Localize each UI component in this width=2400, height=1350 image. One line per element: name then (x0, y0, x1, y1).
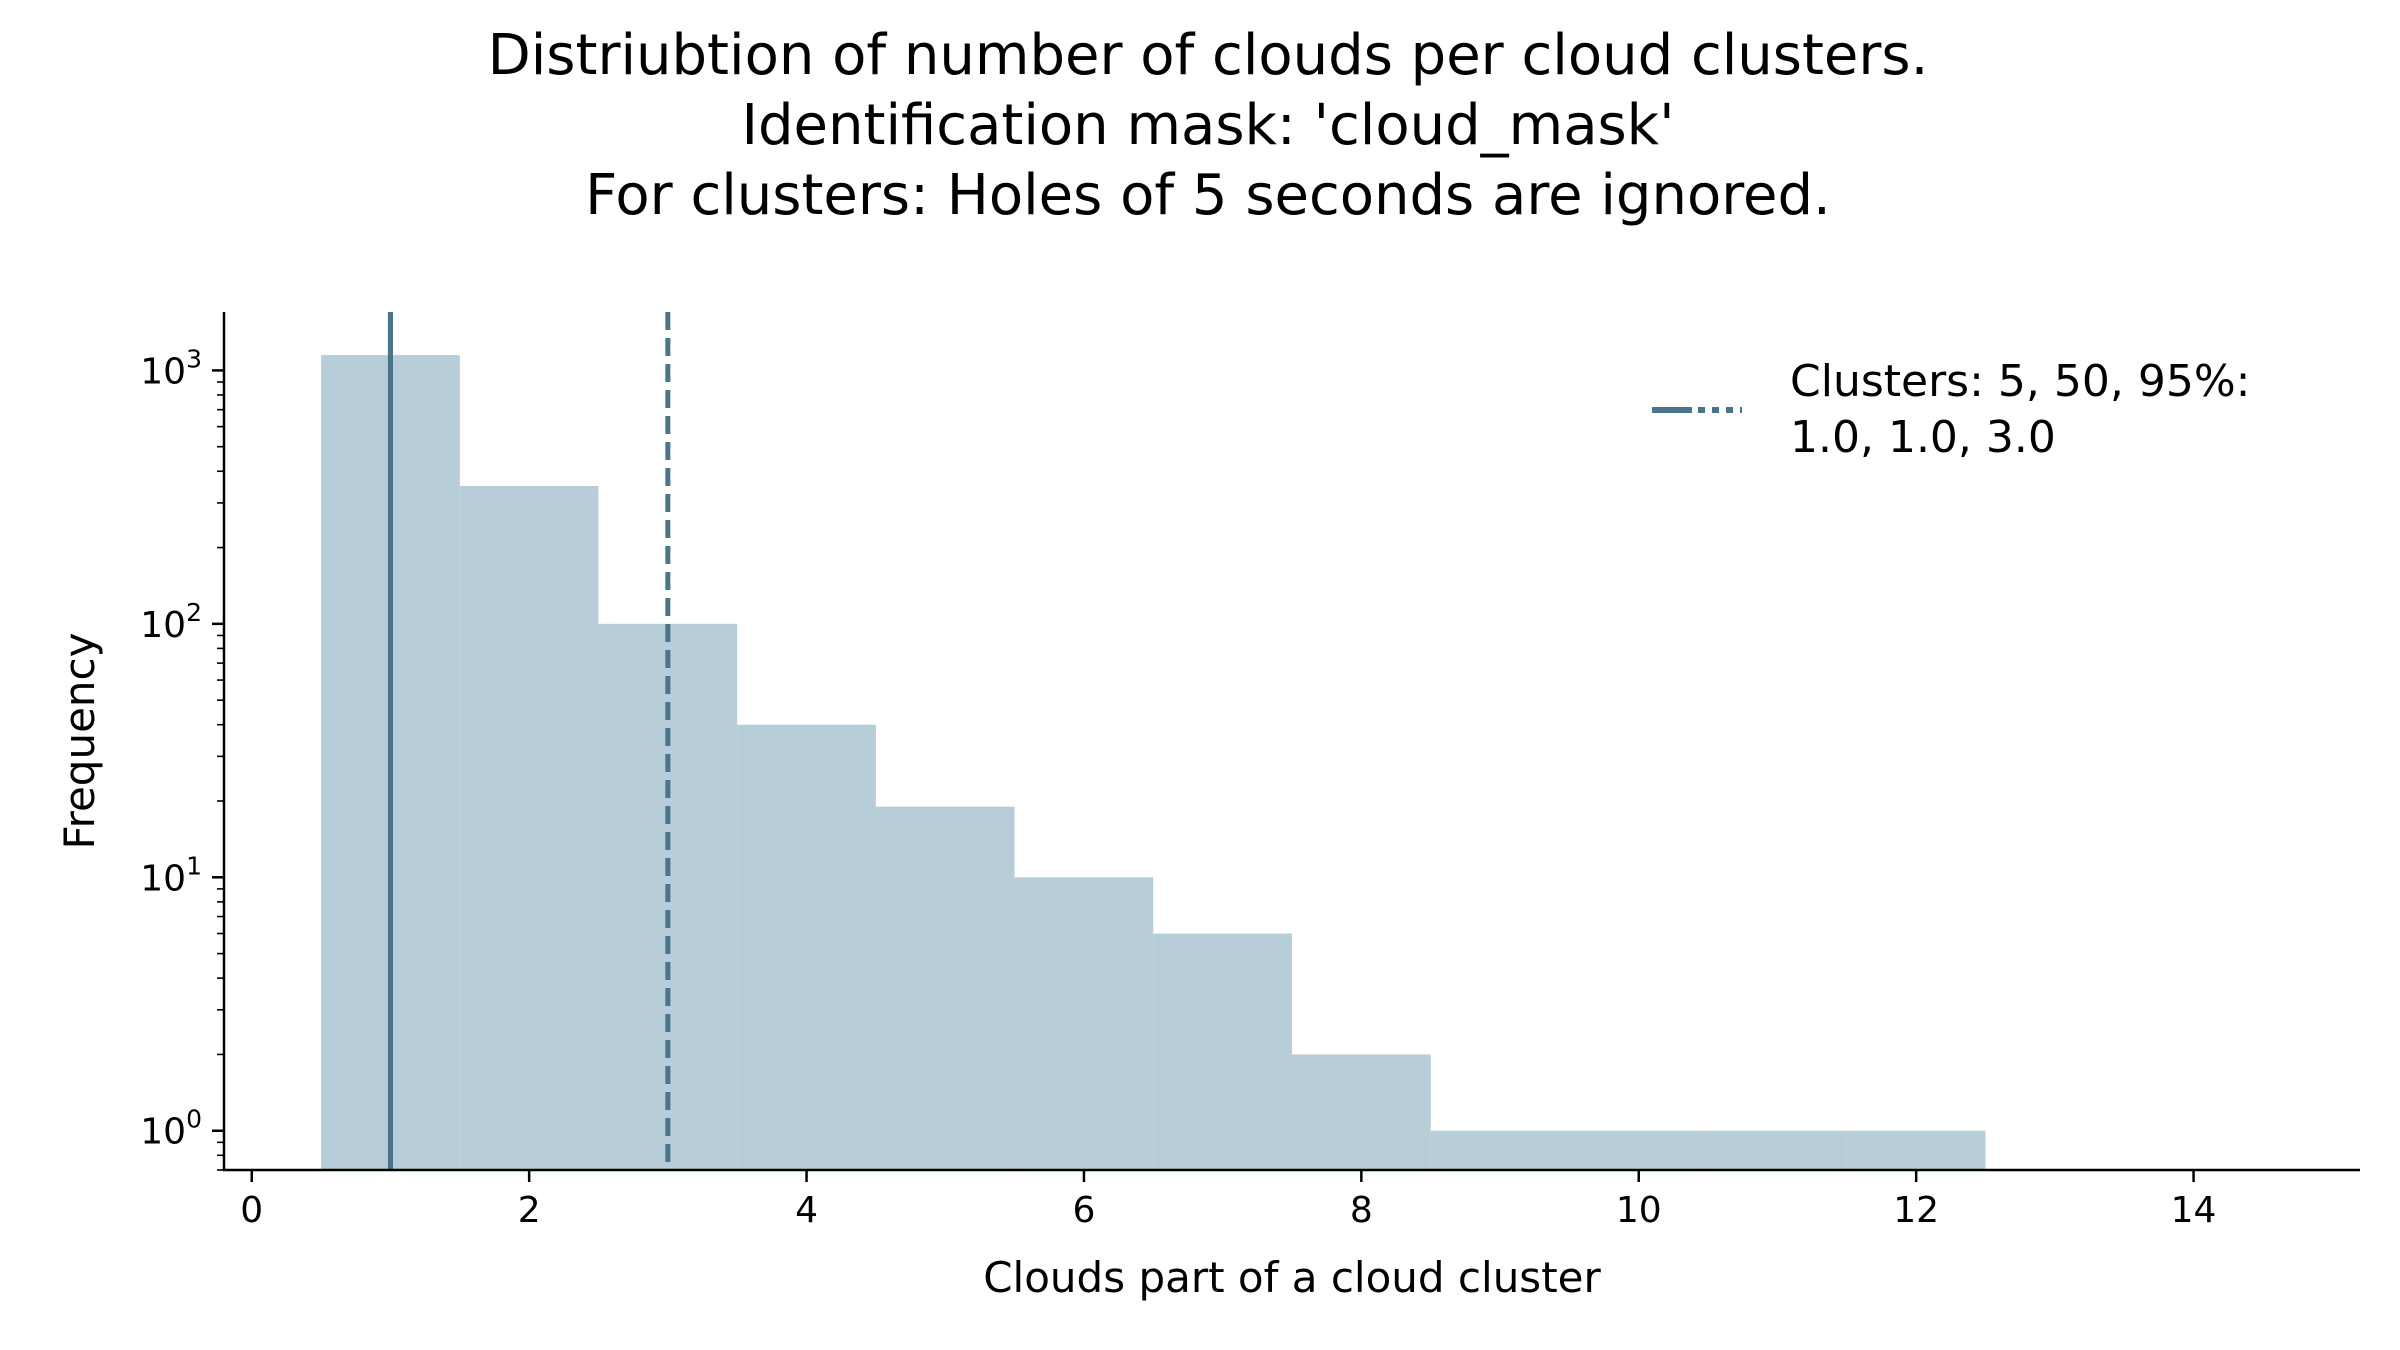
histogram-bar-5 (875, 806, 1015, 1170)
y-tick-label: 103 (140, 344, 202, 392)
x-axis-label: Clouds part of a cloud cluster (983, 1253, 1601, 1302)
y-tick-label: 102 (140, 598, 202, 646)
x-tick-label: 4 (795, 1190, 818, 1231)
x-tick-label: 8 (1350, 1190, 1373, 1231)
histogram-bar-8 (1292, 1054, 1431, 1170)
legend-label-line-2: 1.0, 1.0, 3.0 (1790, 412, 2056, 463)
percentile-lines (387, 312, 671, 1170)
histogram-bars (321, 355, 1986, 1171)
x-tick-label: 12 (1893, 1190, 1939, 1231)
y-axis-ticks: 100 101 102 103 (140, 344, 224, 1171)
histogram-bar-10 (1569, 1130, 1709, 1170)
histogram-bar-6 (1014, 877, 1154, 1170)
chart-title-line-3: For clusters: Holes of 5 seconds are ign… (585, 163, 1831, 228)
x-axis-ticks: 0 2 4 6 8 10 12 14 (240, 1170, 2216, 1231)
histogram-bar-4 (737, 724, 876, 1170)
chart-title-line-1: Distriubtion of number of clouds per clo… (488, 23, 1929, 88)
x-tick-label: 0 (240, 1190, 263, 1231)
axes (222, 312, 2360, 1172)
legend: Clusters: 5, 50, 95%:1.0, 1.0, 3.0 (1652, 356, 2250, 463)
histogram-bar-9 (1430, 1130, 1570, 1170)
chart-title: Distriubtion of number of clouds per clo… (488, 23, 1929, 228)
y-tick-label: 100 (140, 1105, 202, 1153)
y-tick-label: 101 (140, 851, 202, 899)
x-tick-label: 6 (1072, 1190, 1095, 1231)
histogram-bar-12 (1846, 1130, 1986, 1170)
x-tick-label: 14 (2171, 1190, 2217, 1231)
x-tick-label: 10 (1616, 1190, 1662, 1231)
histogram-bar-2 (459, 485, 599, 1171)
legend-label-line-1: Clusters: 5, 50, 95%: (1790, 356, 2250, 407)
histogram-bar-11 (1708, 1130, 1847, 1170)
x-tick-label: 2 (518, 1190, 541, 1231)
y-axis-label: Frequency (55, 633, 104, 850)
histogram-bar-7 (1153, 933, 1292, 1170)
chart-title-line-2: Identification mask: 'cloud_mask' (741, 93, 1674, 158)
